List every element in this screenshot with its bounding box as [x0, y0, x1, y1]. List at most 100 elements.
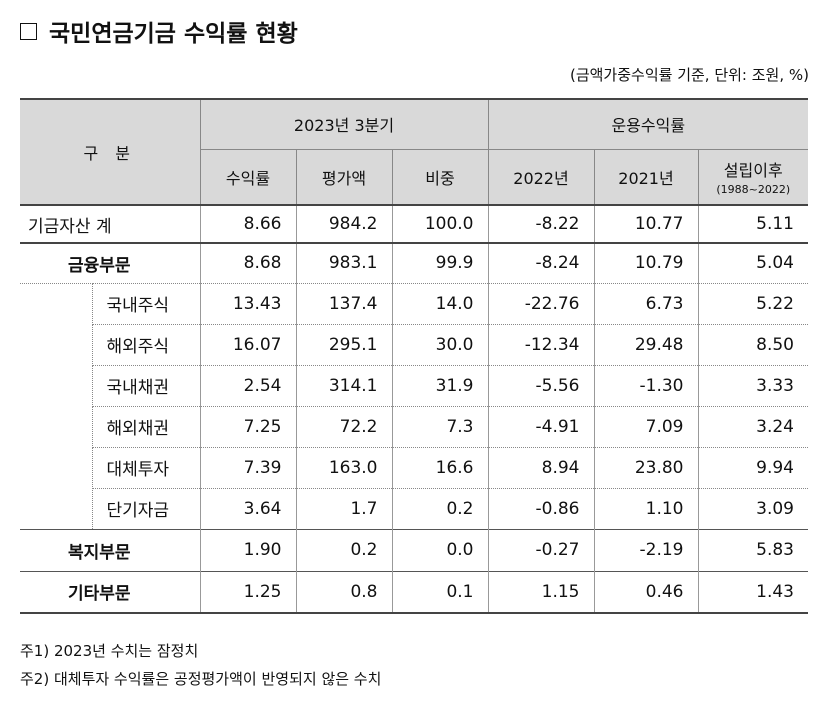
cell: 16.07 [199, 323, 296, 365]
cell: 0.0 [391, 528, 488, 571]
unit-note: (금액가중수익률 기준, 단위: 조원, %) [569, 66, 809, 84]
cell: 8.68 [199, 243, 296, 283]
cell: 3.64 [199, 487, 296, 529]
cell: -12.34 [487, 323, 594, 365]
table-row: 국내채권 2.54 314.1 31.9 -5.56 -1.30 3.33 [20, 364, 808, 406]
table-row: 해외채권 7.25 72.2 7.3 -4.91 7.09 3.24 [20, 405, 808, 447]
cell: 72.2 [295, 405, 392, 447]
cell: 5.11 [697, 204, 808, 244]
header-col-since-label: 설립이후 [723, 161, 783, 181]
cell: 31.9 [391, 364, 488, 406]
cell: 30.0 [391, 323, 488, 365]
cell: 10.77 [593, 204, 698, 244]
page-title: 국민연금기금 수익률 현황 [20, 14, 298, 48]
cell: 0.1 [391, 570, 488, 614]
table-row: 기금자산 계 8.66 984.2 100.0 -8.22 10.77 5.11 [20, 204, 808, 244]
cell: 0.2 [391, 487, 488, 529]
cell: 7.25 [199, 405, 296, 447]
cell: 7.3 [391, 405, 488, 447]
header-col-weight: 비중 [391, 149, 488, 205]
header-group-returns: 운용수익률 [487, 98, 808, 150]
cell: -5.56 [487, 364, 594, 406]
cell: 1.90 [199, 528, 296, 571]
cell: 983.1 [295, 243, 392, 283]
row-label: 해외채권 [92, 405, 200, 447]
cell: 0.46 [593, 570, 698, 614]
row-label: 복지부문 [20, 528, 200, 571]
cell: -2.19 [593, 528, 698, 571]
cell: -22.76 [487, 282, 594, 324]
title-text: 국민연금기금 수익률 현황 [49, 21, 298, 47]
row-label: 기타부문 [20, 570, 200, 614]
cell: 1.25 [199, 570, 296, 614]
cell: 8.50 [697, 323, 808, 365]
cell: -8.24 [487, 243, 594, 283]
cell: 10.79 [593, 243, 698, 283]
cell: 984.2 [295, 204, 392, 244]
table-row: 해외주식 16.07 295.1 30.0 -12.34 29.48 8.50 [20, 323, 808, 365]
returns-table: 구 분 2023년 3분기 운용수익률 수익률 평가액 비중 2022년 202… [20, 98, 808, 614]
cell: 0.8 [295, 570, 392, 614]
cell: 13.43 [199, 282, 296, 324]
cell: 5.22 [697, 282, 808, 324]
cell: 7.39 [199, 446, 296, 488]
cell: -0.86 [487, 487, 594, 529]
indent-spacer [20, 282, 93, 529]
cell: 23.80 [593, 446, 698, 488]
cell: 3.09 [697, 487, 808, 529]
header-category: 구 분 [20, 98, 200, 205]
cell: 163.0 [295, 446, 392, 488]
cell: 8.94 [487, 446, 594, 488]
cell: -1.30 [593, 364, 698, 406]
cell: 99.9 [391, 243, 488, 283]
footnotes: 주1) 2023년 수치는 잠정치 주2) 대체투자 수익률은 공정평가액이 반… [20, 637, 381, 693]
table-row: 대체투자 7.39 163.0 16.6 8.94 23.80 9.94 [20, 446, 808, 488]
cell: 0.2 [295, 528, 392, 571]
table-row: 금융부문 8.68 983.1 99.9 -8.24 10.79 5.04 [20, 243, 808, 283]
cell: 14.0 [391, 282, 488, 324]
header-col-value: 평가액 [295, 149, 392, 205]
table-row: 단기자금 3.64 1.7 0.2 -0.86 1.10 3.09 [20, 487, 808, 529]
cell: 1.15 [487, 570, 594, 614]
row-label: 대체투자 [92, 446, 200, 488]
checkbox-square-icon [20, 22, 37, 40]
header-col-since-sub: (1988~2022) [716, 183, 791, 197]
row-label: 국내주식 [92, 282, 200, 324]
header-col-since: 설립이후 (1988~2022) [697, 149, 808, 205]
table-row: 국내주식 13.43 137.4 14.0 -22.76 6.73 5.22 [20, 282, 808, 529]
row-label: 단기자금 [92, 487, 200, 529]
cell: -8.22 [487, 204, 594, 244]
cell: -4.91 [487, 405, 594, 447]
cell: 16.6 [391, 446, 488, 488]
cell: 137.4 [295, 282, 392, 324]
table-row: 기타부문 1.25 0.8 0.1 1.15 0.46 1.43 [20, 570, 808, 614]
footnote-2: 주2) 대체투자 수익률은 공정평가액이 반영되지 않은 수치 [20, 670, 382, 688]
header-col-return: 수익률 [199, 149, 296, 205]
footnote-1: 주1) 2023년 수치는 잠정치 [20, 642, 199, 660]
row-label: 해외주식 [92, 323, 200, 365]
table-row: 복지부문 1.90 0.2 0.0 -0.27 -2.19 5.83 [20, 528, 808, 571]
row-label: 금융부문 [68, 255, 131, 276]
cell: 2.54 [199, 364, 296, 406]
row-label: 국내채권 [92, 364, 200, 406]
cell: 1.10 [593, 487, 698, 529]
header-col-2021: 2021년 [593, 149, 698, 205]
cell: 9.94 [697, 446, 808, 488]
cell: 8.66 [199, 204, 296, 244]
cell: 29.48 [593, 323, 698, 365]
cell: 3.33 [697, 364, 808, 406]
cell: 7.09 [593, 405, 698, 447]
header-col-2022: 2022년 [487, 149, 594, 205]
cell: 314.1 [295, 364, 392, 406]
cell: 295.1 [295, 323, 392, 365]
cell: -0.27 [487, 528, 594, 571]
cell: 5.83 [697, 528, 808, 571]
header-group-2023q3: 2023년 3분기 [199, 98, 488, 150]
cell: 6.73 [593, 282, 698, 324]
cell: 5.04 [697, 243, 808, 283]
cell: 1.7 [295, 487, 392, 529]
cell: 100.0 [391, 204, 488, 244]
cell: 1.43 [697, 570, 808, 614]
row-label: 기금자산 계 [20, 204, 200, 244]
cell: 3.24 [697, 405, 808, 447]
